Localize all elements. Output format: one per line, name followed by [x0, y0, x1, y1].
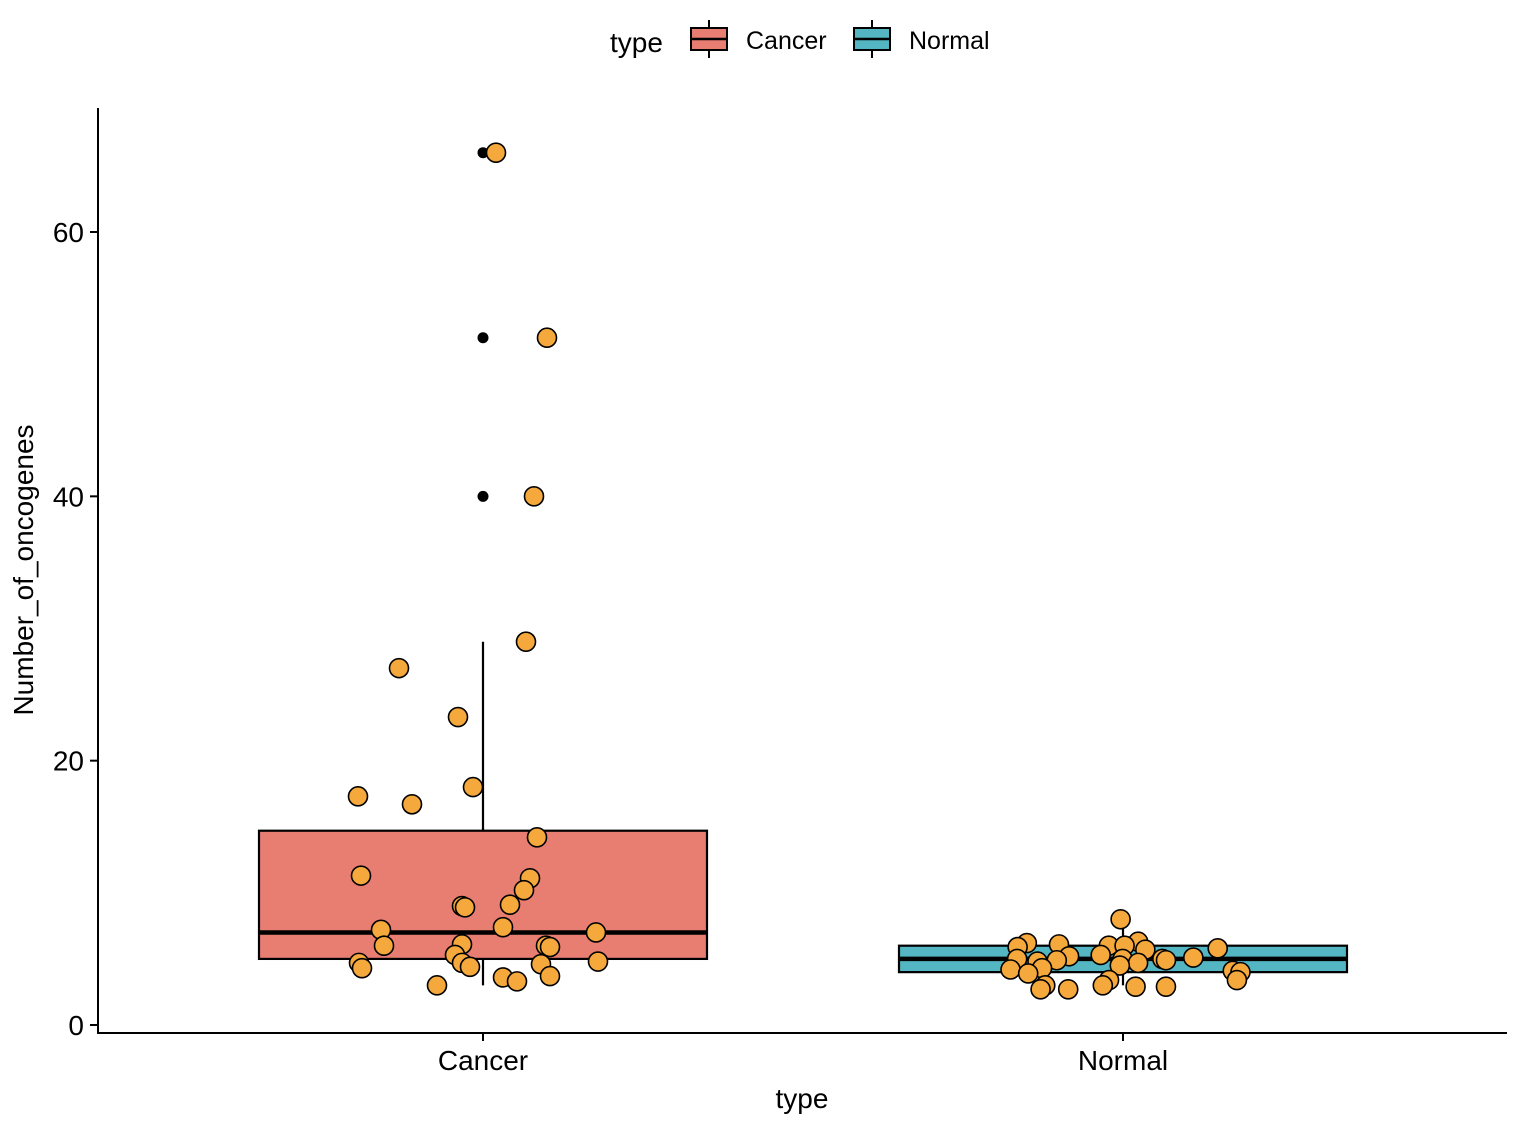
- data-point: [1183, 947, 1204, 968]
- x-axis-ticks: Cancer Normal: [438, 1033, 1168, 1076]
- data-point: [523, 486, 545, 507]
- data-point: [515, 631, 537, 653]
- data-point: [454, 897, 476, 918]
- data-point: [526, 827, 548, 848]
- data-point: [539, 965, 561, 987]
- data-point: [426, 975, 448, 996]
- data-point: [1109, 955, 1131, 976]
- data-point: [462, 776, 484, 798]
- data-point: [351, 957, 373, 979]
- outlier-point: [477, 147, 489, 159]
- y-tick-label: 20: [53, 746, 84, 777]
- data-point: [401, 793, 423, 815]
- data-point: [492, 916, 514, 938]
- data-point: [459, 956, 481, 978]
- x-tick-label: Normal: [1078, 1045, 1168, 1076]
- data-point: [1155, 976, 1177, 997]
- data-point: [499, 894, 521, 916]
- data-point: [447, 706, 469, 728]
- data-point: [1155, 949, 1177, 971]
- data-point: [513, 879, 535, 901]
- x-tick-label: Cancer: [438, 1045, 528, 1076]
- data-point: [506, 971, 528, 992]
- data-point: [585, 922, 607, 943]
- data-point: [347, 786, 369, 807]
- data-point: [1125, 976, 1146, 997]
- y-tick-label: 60: [53, 217, 84, 248]
- legend-label: Cancer: [746, 27, 827, 55]
- box-cancer: [257, 641, 709, 986]
- y-tick-label: 0: [68, 1010, 84, 1041]
- axes: 0 20 40 60 Cancer Normal: [53, 108, 1507, 1076]
- data-point: [1110, 908, 1131, 930]
- data-point: [1226, 969, 1248, 991]
- data-point: [536, 327, 558, 349]
- data-point: [1057, 979, 1079, 1000]
- boxes: [257, 641, 1349, 986]
- outlier-point: [477, 332, 489, 344]
- data-point: [539, 936, 561, 958]
- data-point: [1017, 963, 1039, 984]
- x-axis-title: type: [776, 1083, 829, 1114]
- y-axis-title: Number_of_oncogenes: [8, 424, 39, 715]
- data-point: [1127, 952, 1149, 974]
- legend: type Cancer Normal: [610, 20, 990, 58]
- data-point: [1030, 979, 1051, 1000]
- jitter-points: [347, 142, 1251, 1000]
- legend-label: Normal: [909, 27, 990, 55]
- data-point: [485, 142, 507, 163]
- legend-entries: Cancer Normal: [690, 20, 990, 58]
- outlier-points: [477, 147, 489, 502]
- legend-entry-normal: Normal: [853, 20, 990, 58]
- box-rect: [257, 829, 709, 961]
- data-point: [373, 935, 395, 957]
- data-point: [1090, 944, 1112, 966]
- y-tick-label: 40: [53, 481, 84, 512]
- y-axis-ticks: 0 20 40 60: [53, 217, 98, 1041]
- data-point: [350, 865, 372, 886]
- legend-title: type: [610, 27, 663, 58]
- data-point: [587, 951, 609, 972]
- data-point: [1207, 938, 1229, 959]
- outlier-point: [477, 490, 489, 502]
- data-point: [1092, 975, 1114, 996]
- data-point: [388, 657, 410, 679]
- data-point: [1000, 959, 1021, 980]
- legend-entry-cancer: Cancer: [690, 20, 827, 58]
